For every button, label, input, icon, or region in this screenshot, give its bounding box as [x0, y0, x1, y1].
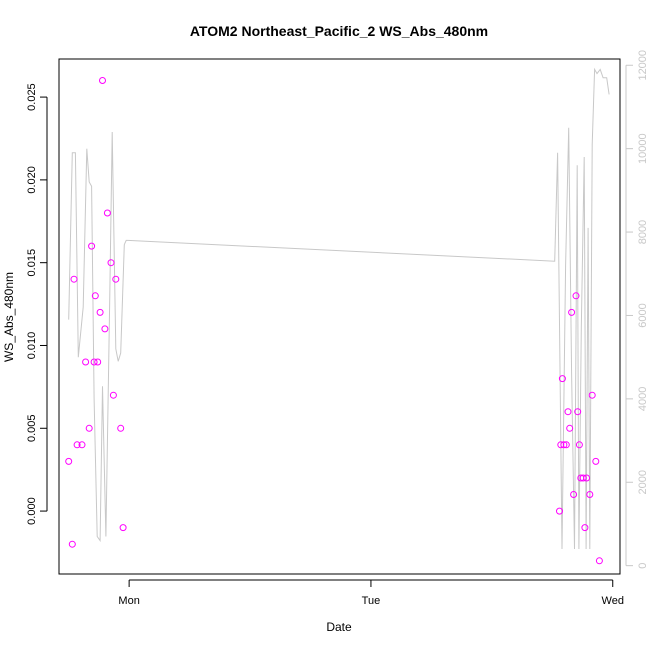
data-point — [109, 391, 117, 399]
data-point — [119, 524, 127, 532]
data-point — [564, 408, 572, 416]
data-point — [103, 209, 111, 217]
x-tick-label: Mon — [118, 595, 139, 607]
data-point — [575, 441, 583, 449]
y-tick-label: 0.015 — [26, 249, 38, 277]
y-tick-label: 0.025 — [26, 83, 38, 111]
data-point — [94, 358, 102, 366]
y2-tick-label: 6000 — [637, 303, 649, 327]
y2-tick-label: 12000 — [637, 50, 649, 81]
data-point — [73, 441, 81, 449]
data-point — [592, 457, 600, 465]
data-point — [85, 424, 93, 432]
y-axis-left: 0.000 0.005 0.010 0.015 0.020 0.025 — [26, 83, 48, 525]
data-point — [583, 474, 591, 482]
data-point — [68, 540, 76, 548]
y-tick-label: 0.005 — [26, 415, 38, 443]
chart-title: ATOM2 Northeast_Pacific_2 WS_Abs_480nm — [190, 23, 488, 39]
point-series — [65, 77, 603, 565]
data-point — [588, 391, 596, 399]
plot-frame — [58, 58, 621, 575]
data-point — [570, 491, 578, 498]
data-point — [70, 275, 78, 283]
data-point — [562, 441, 570, 449]
y2-tick-label: 10000 — [637, 133, 649, 164]
y-tick-label: 0.010 — [26, 332, 38, 360]
data-point — [107, 259, 115, 267]
data-point — [574, 408, 582, 416]
x-tick-label: Tue — [362, 595, 381, 607]
data-point — [65, 457, 73, 465]
data-point — [78, 441, 86, 449]
data-point — [91, 292, 99, 300]
y2-tick-label: 2000 — [637, 470, 649, 494]
y2-tick-label: 8000 — [637, 220, 649, 244]
data-point — [566, 424, 574, 432]
data-point — [112, 275, 120, 283]
data-point — [117, 424, 125, 432]
data-point — [568, 308, 576, 316]
series-line-path — [68, 67, 610, 550]
data-point — [99, 77, 106, 84]
data-point — [556, 507, 563, 515]
data-point — [586, 491, 594, 498]
data-point — [101, 325, 109, 333]
y-axis-right: 0 2000 4000 6000 8000 10000 12000 — [625, 50, 649, 569]
data-point — [572, 292, 580, 300]
y2-tick-label: 4000 — [637, 387, 649, 411]
line-series — [68, 67, 610, 550]
y-tick-label: 0.000 — [26, 497, 38, 525]
x-tick-label: Wed — [602, 595, 624, 607]
data-point — [579, 474, 587, 482]
data-point — [88, 242, 96, 250]
x-axis: Mon Tue Wed — [118, 579, 624, 607]
data-point — [82, 358, 90, 366]
data-point — [560, 441, 568, 449]
y-tick-label: 0.020 — [26, 166, 38, 194]
data-point — [595, 557, 603, 565]
x-axis-label: Date — [326, 620, 352, 634]
data-point — [558, 375, 566, 383]
data-point — [96, 308, 104, 316]
data-point — [90, 358, 98, 366]
data-point — [581, 524, 589, 532]
y2-tick-label: 0 — [637, 563, 649, 569]
y-axis-label: WS_Abs_480nm — [2, 272, 16, 362]
